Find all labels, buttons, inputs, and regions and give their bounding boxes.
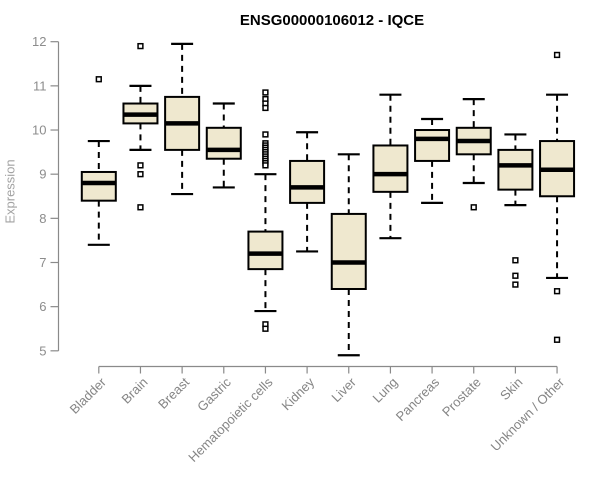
- outlier-point: [553, 336, 561, 343]
- outlier-point: [137, 42, 144, 50]
- outlier-point: [262, 162, 269, 169]
- outlier-point: [95, 76, 102, 83]
- x-category-label: Liver: [328, 374, 359, 405]
- outlier-point: [512, 257, 519, 264]
- x-category-label: Pancreas: [393, 374, 443, 424]
- box-group-kidney: [289, 131, 326, 253]
- outlier-point: [553, 51, 561, 59]
- y-tick-label: 12: [32, 34, 46, 49]
- outlier-point: [137, 171, 144, 178]
- x-category-label: Prostate: [439, 375, 484, 420]
- y-tick-label: 6: [39, 299, 46, 314]
- box-group-liver: [330, 153, 367, 357]
- box-group-lung: [372, 93, 409, 240]
- x-category-label: Brain: [119, 375, 151, 407]
- outlier-point: [470, 204, 477, 211]
- box-group-hematopoietic-cells: [247, 89, 284, 332]
- y-tick-label: 10: [32, 123, 46, 138]
- x-category-label: Skin: [497, 375, 525, 403]
- x-category-label: Lung: [369, 375, 400, 406]
- box-group-brain: [122, 42, 159, 211]
- box-group-prostate: [455, 98, 492, 211]
- outlier-point: [262, 325, 269, 332]
- box-group-breast: [164, 42, 201, 196]
- y-tick-label: 9: [39, 167, 46, 182]
- outlier-point: [262, 89, 269, 96]
- box-group-bladder: [80, 76, 117, 246]
- x-category-label: Bladder: [67, 374, 110, 417]
- box-group-gastric: [205, 102, 242, 189]
- y-axis: 5 6 7 8 9 10 11 12: [32, 34, 60, 358]
- outlier-point: [512, 281, 519, 288]
- outlier-point: [512, 272, 519, 279]
- x-category-label: Unknown / Other: [488, 374, 568, 454]
- y-tick-label: 7: [39, 255, 46, 270]
- chart-title: ENSG00000106012 - IQCE: [239, 12, 425, 29]
- box-group-skin: [497, 133, 534, 288]
- x-category-label: Kidney: [279, 374, 318, 413]
- outlier-point: [137, 204, 144, 211]
- y-tick-label: 11: [33, 78, 47, 93]
- box-group-pancreas: [414, 117, 451, 204]
- outlier-point: [553, 288, 561, 295]
- outlier-point: [262, 131, 269, 138]
- outlier-point: [137, 162, 144, 169]
- x-category-label: Gastric: [194, 374, 234, 414]
- outlier-point: [262, 104, 269, 112]
- x-category-label: Breast: [155, 374, 192, 411]
- y-tick-label: 8: [39, 211, 46, 226]
- y-tick-label: 5: [39, 343, 46, 358]
- box-group-unknown-other: [539, 51, 576, 343]
